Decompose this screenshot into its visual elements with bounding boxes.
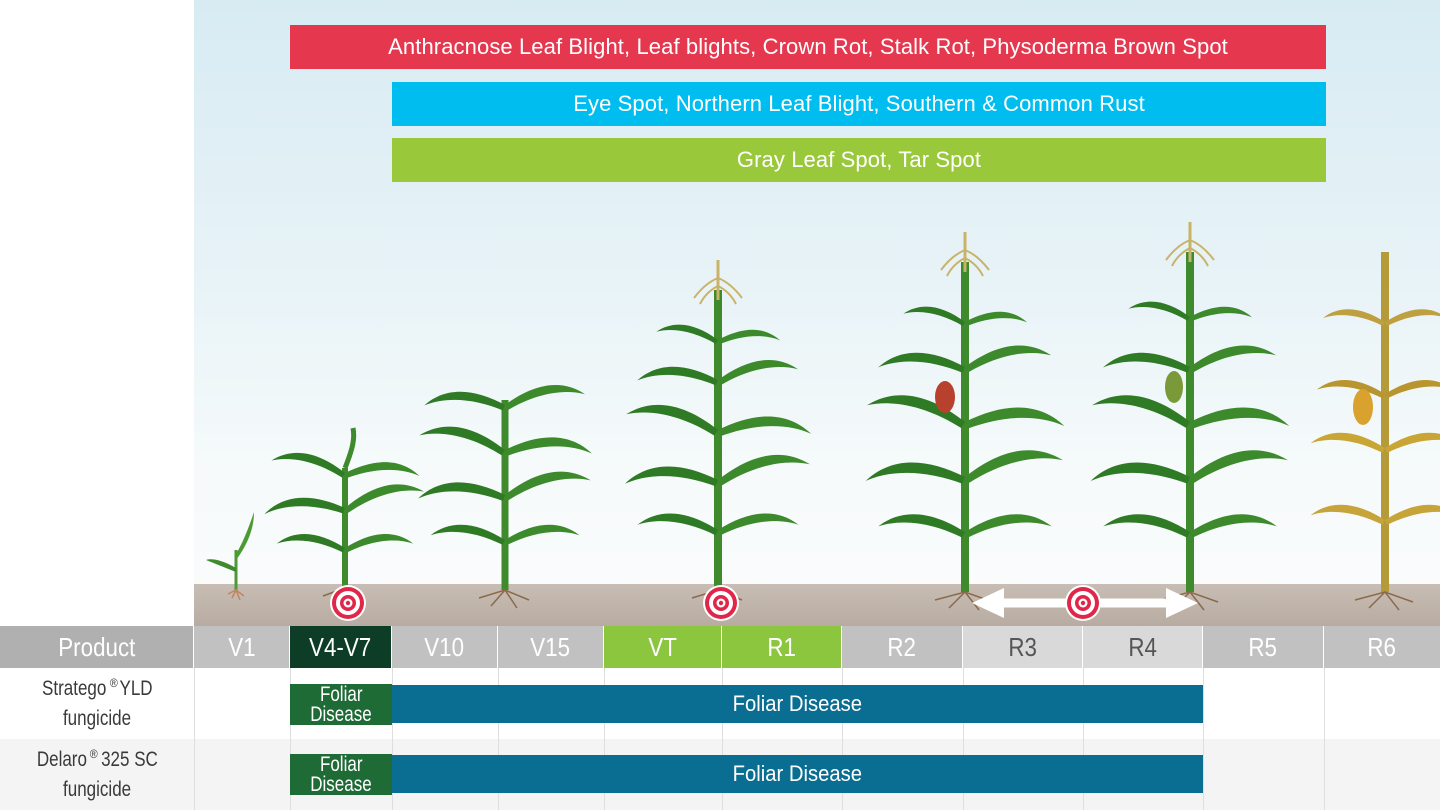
- stage-r6: R6: [1324, 626, 1440, 668]
- stage-v1: V1: [194, 626, 290, 668]
- soil-strip: [194, 584, 1440, 626]
- grid-line: [842, 668, 843, 810]
- banner-eye-spot: Eye Spot, Northern Leaf Blight, Southern…: [392, 82, 1326, 126]
- corn-plant-icon: [262, 427, 426, 605]
- header-product: Product: [0, 626, 194, 668]
- corn-growth-illustration: [206, 220, 1440, 621]
- delaro-application-bar: Foliar Disease: [392, 755, 1203, 793]
- stage-r5: R5: [1203, 626, 1324, 668]
- grid-line: [1203, 668, 1204, 810]
- stratego-early-application: Foliar Disease: [290, 684, 392, 725]
- corn-plant-icon: [416, 382, 594, 609]
- grid-line: [1083, 668, 1084, 810]
- grid-line: [290, 668, 291, 810]
- grid-line: [392, 668, 393, 810]
- corn-plant-icon: [1310, 252, 1440, 611]
- target-icon: [703, 585, 739, 621]
- stage-v10: V10: [392, 626, 498, 668]
- target-icon: [330, 585, 366, 621]
- corn-plant-icon: [1089, 220, 1291, 611]
- grid-line: [604, 668, 605, 810]
- stage-r1: R1: [722, 626, 842, 668]
- corn-plant-icon: [206, 512, 254, 601]
- delaro-early-application: Foliar Disease: [290, 754, 392, 795]
- grid-line: [1324, 668, 1325, 810]
- corn-plant-icon: [864, 230, 1066, 611]
- banner-gray-leaf-spot: Gray Leaf Spot, Tar Spot: [392, 138, 1326, 182]
- corn-plant-icon: [623, 258, 813, 609]
- target-icon: [1065, 585, 1101, 621]
- stage-v15: V15: [498, 626, 604, 668]
- stage-r3: R3: [963, 626, 1083, 668]
- grid-line: [722, 668, 723, 810]
- left-margin: [0, 0, 194, 626]
- grid-line: [963, 668, 964, 810]
- grid-line: [194, 668, 195, 810]
- grid-line: [498, 668, 499, 810]
- banner-anthracnose: Anthracnose Leaf Blight, Leaf blights, C…: [290, 25, 1326, 69]
- product-label-delaro: Delaro ® 325 SC fungicide: [36, 746, 158, 801]
- stage-r4: R4: [1083, 626, 1203, 668]
- stage-vt: VT: [604, 626, 722, 668]
- stage-v4-v7: V4-V7: [290, 626, 392, 668]
- product-label-stratego: Stratego ® YLD fungicide: [42, 675, 154, 730]
- stage-r2: R2: [842, 626, 963, 668]
- stratego-application-bar: Foliar Disease: [392, 685, 1203, 723]
